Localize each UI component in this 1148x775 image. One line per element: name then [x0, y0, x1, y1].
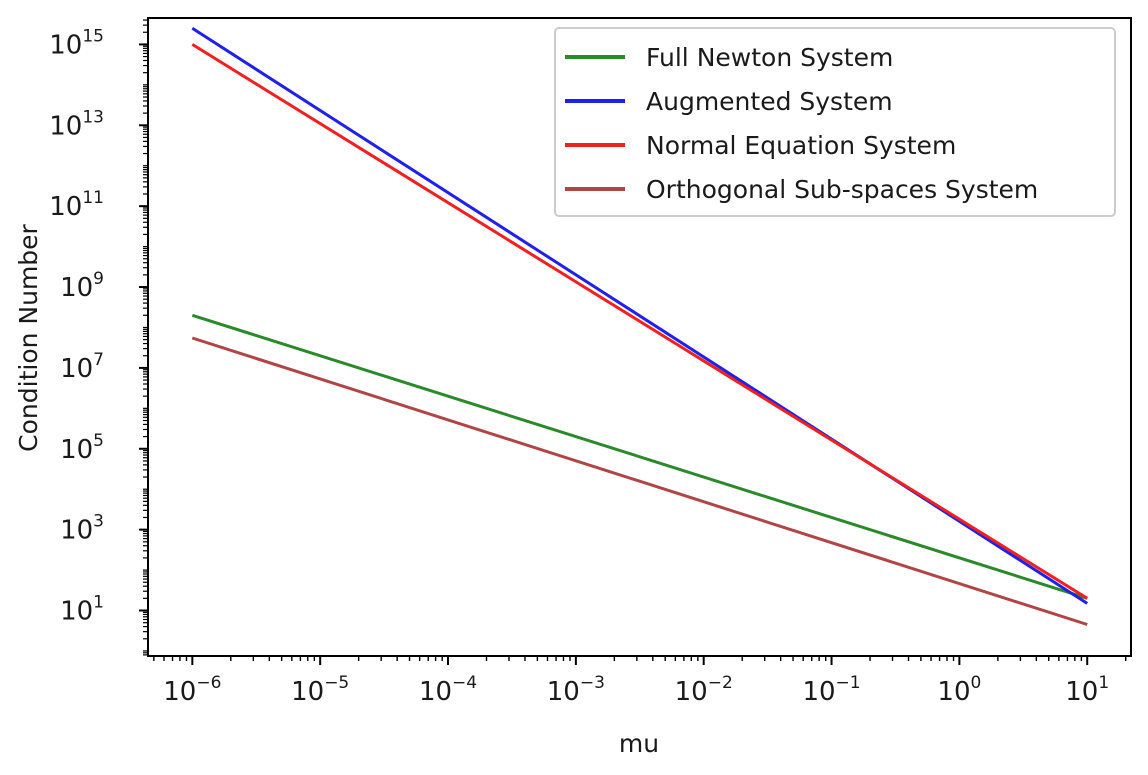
y-axis-ticks: 101 103 105 107 109 1011 1013 1015 [49, 19, 148, 656]
y-tick-label: 1015 [49, 26, 104, 60]
legend-box [554, 27, 1116, 217]
y-tick-label: 101 [60, 593, 104, 627]
y-tick-label: 1013 [49, 107, 104, 141]
x-tick-label: 10−3 [547, 673, 605, 707]
legend-label-1: Augmented System [646, 87, 893, 116]
y-tick-label: 107 [60, 350, 104, 384]
legend: Full Newton System Augmented System Normal… [554, 27, 1116, 217]
y-tick-label: 103 [60, 512, 104, 546]
x-tick-label: 10−2 [675, 673, 733, 707]
legend-label-3: Orthogonal Sub-spaces System [646, 175, 1038, 204]
y-tick-label: 105 [60, 431, 104, 465]
x-tick-label: 10−6 [163, 673, 221, 707]
series-line-2 [191, 43, 1088, 600]
series-layer [191, 27, 1089, 626]
x-axis-ticks: 10−6 10−5 10−4 10−3 10−2 10−1 100 101 [153, 656, 1127, 707]
y-tick-label: 1011 [49, 188, 104, 222]
y-axis-label: Condition Number [14, 223, 43, 451]
x-tick-label: 10−4 [419, 673, 477, 707]
x-tick-label: 10−5 [291, 673, 349, 707]
y-tick-label: 109 [60, 269, 104, 303]
x-axis-label: mu [619, 729, 659, 758]
legend-label-0: Full Newton System [646, 43, 893, 72]
x-tick-label: 10−1 [802, 673, 860, 707]
series-line-0 [191, 313, 1088, 600]
series-line-3 [191, 336, 1088, 626]
x-tick-label: 101 [1065, 673, 1109, 707]
x-tick-label: 100 [937, 673, 981, 707]
legend-label-2: Normal Equation System [646, 131, 956, 160]
